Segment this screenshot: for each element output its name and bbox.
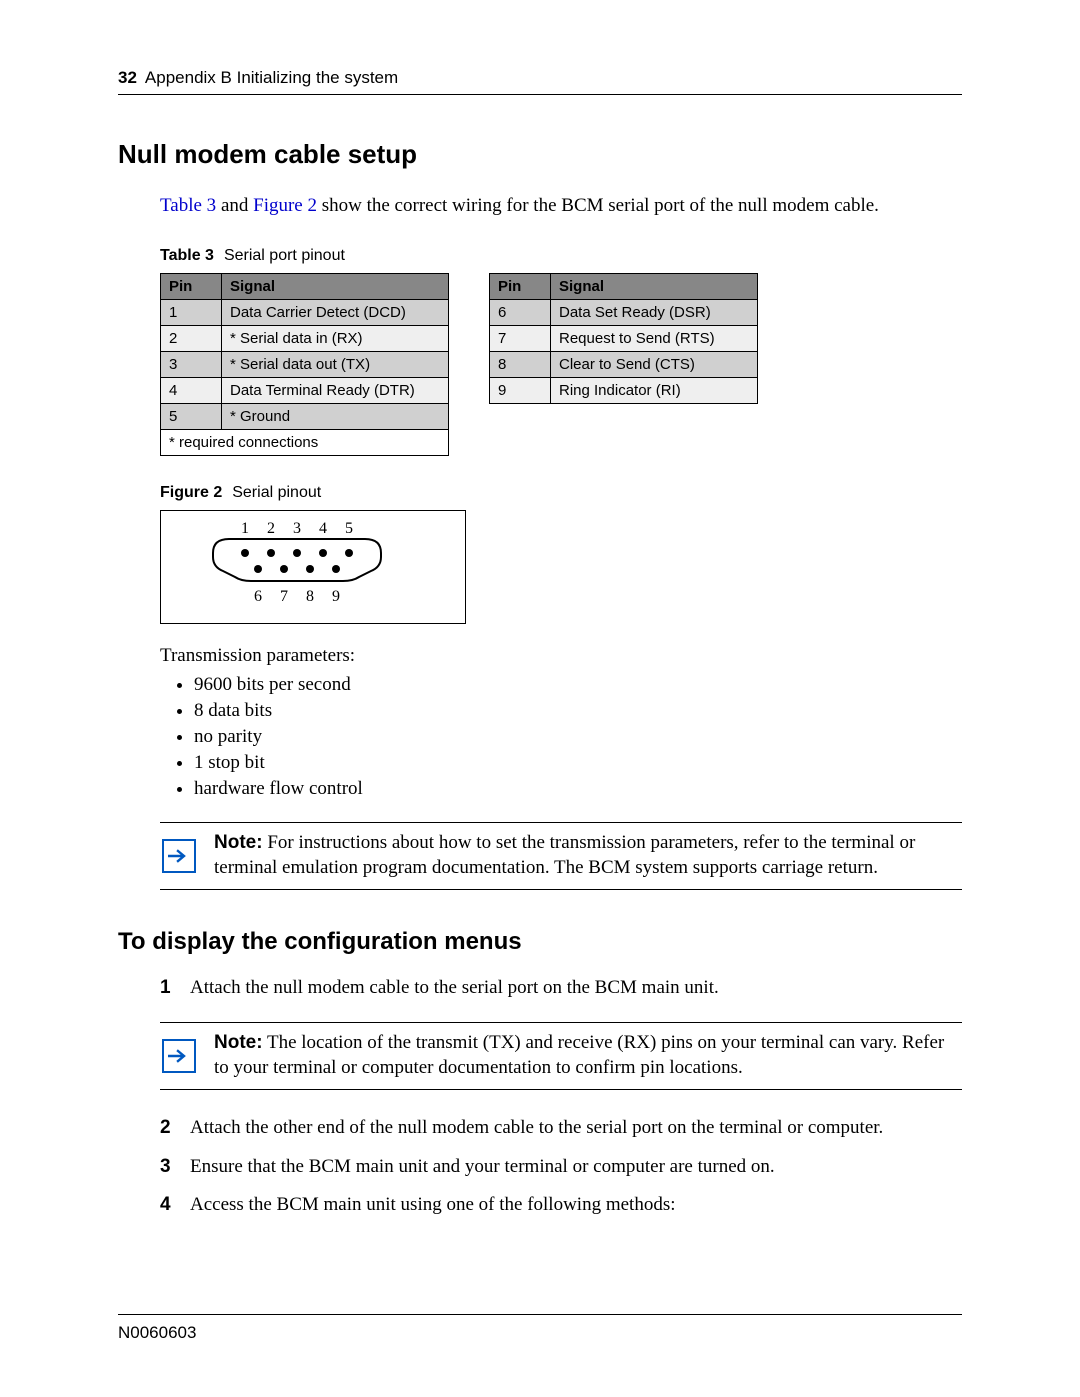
svg-text:7: 7 <box>280 588 288 605</box>
svg-text:9: 9 <box>332 588 340 605</box>
step-text: Attach the null modem cable to the seria… <box>190 976 719 1001</box>
col-signal: Signal <box>222 273 449 299</box>
svg-text:1: 1 <box>241 520 249 537</box>
table-row: 1Data Carrier Detect (DCD) <box>161 299 449 325</box>
serial-pinout-figure: 1 2 3 4 5 6 7 8 <box>160 510 466 624</box>
xref-figure[interactable]: Figure 2 <box>253 195 317 216</box>
table-caption: Table 3Serial port pinout <box>160 247 962 265</box>
note-block: Note: The location of the transmit (TX) … <box>160 1022 962 1089</box>
transmission-params: 9600 bits per second 8 data bits no pari… <box>160 674 962 800</box>
list-item: 8 data bits <box>194 700 962 722</box>
list-item: no parity <box>194 726 962 748</box>
subsection-title: To display the configuration menus <box>118 928 962 956</box>
doc-id: N0060603 <box>118 1323 196 1342</box>
table-row: 3* Serial data out (TX) <box>161 351 449 377</box>
step: 3 Ensure that the BCM main unit and your… <box>160 1155 962 1180</box>
table-row: 5* Ground <box>161 403 449 429</box>
step-text: Ensure that the BCM main unit and your t… <box>190 1155 775 1180</box>
pinout-table-left: Pin Signal 1Data Carrier Detect (DCD) 2*… <box>160 273 449 456</box>
svg-text:4: 4 <box>319 520 327 537</box>
intro-paragraph: Table 3 and Figure 2 show the correct wi… <box>160 194 962 219</box>
arrow-right-icon <box>162 1039 196 1073</box>
step: 2 Attach the other end of the null modem… <box>160 1116 962 1141</box>
table-row: 9Ring Indicator (RI) <box>490 377 758 403</box>
step-text: Access the BCM main unit using one of th… <box>190 1193 676 1218</box>
header-section: Appendix B Initializing the system <box>145 68 398 87</box>
step-text: Attach the other end of the null modem c… <box>190 1116 883 1141</box>
list-item: 9600 bits per second <box>194 674 962 696</box>
transmission-intro: Transmission parameters: <box>160 644 962 669</box>
note-text: Note: For instructions about how to set … <box>214 831 962 880</box>
arrow-right-icon <box>162 839 196 873</box>
step: 1 Attach the null modem cable to the ser… <box>160 976 962 1001</box>
svg-text:5: 5 <box>345 520 353 537</box>
figure-caption: Figure 2Serial pinout <box>160 484 962 502</box>
table-row: 6Data Set Ready (DSR) <box>490 299 758 325</box>
svg-text:3: 3 <box>293 520 301 537</box>
col-signal: Signal <box>551 273 758 299</box>
svg-text:2: 2 <box>267 520 275 537</box>
col-pin: Pin <box>490 273 551 299</box>
page-header: 32 Appendix B Initializing the system <box>118 68 962 95</box>
table-footnote: * required connections <box>161 429 449 455</box>
table-row: 2* Serial data in (RX) <box>161 325 449 351</box>
page: 32Appendix B Initializing the system Nul… <box>0 0 1080 1397</box>
page-footer: N0060603 <box>118 1314 962 1343</box>
page-number: 32 <box>118 68 137 87</box>
xref-table[interactable]: Table 3 <box>160 195 216 216</box>
pinout-tables: Pin Signal 1Data Carrier Detect (DCD) 2*… <box>160 273 962 456</box>
step: 4 Access the BCM main unit using one of … <box>160 1193 962 1218</box>
section-title: Null modem cable setup <box>118 139 962 170</box>
svg-text:8: 8 <box>306 588 314 605</box>
svg-text:6: 6 <box>254 588 262 605</box>
note-block: Note: For instructions about how to set … <box>160 822 962 889</box>
col-pin: Pin <box>161 273 222 299</box>
db9-connector-icon: 1 2 3 4 5 6 7 8 <box>209 517 419 617</box>
list-item: 1 stop bit <box>194 752 962 774</box>
table-row: 8Clear to Send (CTS) <box>490 351 758 377</box>
pinout-table-right: Pin Signal 6Data Set Ready (DSR) 7Reques… <box>489 273 758 404</box>
note-text: Note: The location of the transmit (TX) … <box>214 1031 962 1080</box>
list-item: hardware flow control <box>194 778 962 800</box>
table-row: 4Data Terminal Ready (DTR) <box>161 377 449 403</box>
table-row: 7Request to Send (RTS) <box>490 325 758 351</box>
